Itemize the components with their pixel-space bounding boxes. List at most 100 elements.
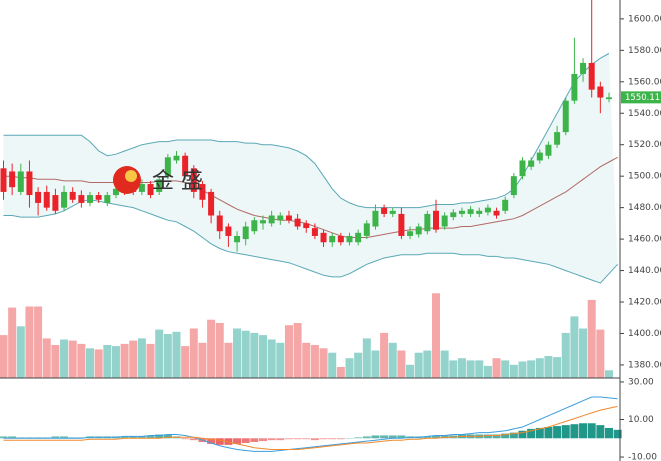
macd-hist	[155, 434, 164, 439]
macd-hist	[596, 425, 605, 439]
candle-body	[528, 160, 535, 167]
macd-hist	[432, 435, 440, 439]
volume-bar	[432, 293, 440, 378]
volume-bar	[605, 370, 613, 378]
candle-body	[182, 155, 189, 177]
volume-bar	[535, 358, 544, 378]
volume-bar	[397, 350, 406, 378]
candle-body	[502, 199, 509, 211]
candle-body	[588, 62, 595, 90]
volume-bar	[587, 299, 596, 378]
candle-body	[190, 168, 197, 192]
volume-bar	[60, 339, 69, 378]
volume-bar	[68, 340, 77, 378]
volume-bar	[440, 350, 449, 378]
macd-hist	[380, 435, 389, 439]
volume-bar	[25, 306, 34, 378]
candle-body	[78, 195, 85, 203]
y-tick-label: -10.00	[628, 453, 657, 461]
macd-hist	[492, 434, 501, 439]
volume-bar	[250, 332, 259, 378]
candle-body	[17, 171, 24, 192]
volume-bar	[293, 323, 302, 378]
volume-bar	[518, 361, 527, 378]
candle-body	[415, 226, 422, 235]
candle-body	[407, 231, 414, 236]
candle-body	[277, 215, 284, 221]
y-tick-label: 1540.00	[628, 109, 661, 119]
candle-body	[138, 184, 145, 192]
volume-bar	[302, 342, 311, 378]
macd-hist	[129, 436, 138, 439]
candle-body	[476, 210, 483, 214]
y-tick-label: 1440.00	[628, 266, 661, 276]
volume-bar	[596, 329, 605, 378]
volume-bar	[362, 338, 371, 378]
macd-line	[3, 396, 618, 452]
candle-body	[424, 213, 431, 232]
candle-body	[493, 210, 500, 216]
macd-hist	[509, 432, 518, 439]
macd-hist	[483, 434, 492, 439]
volume-bar	[457, 358, 466, 378]
volume-bar	[137, 338, 146, 378]
candle-body	[381, 207, 388, 214]
volume-bar	[380, 332, 389, 378]
candle-body	[458, 210, 465, 214]
macd-hist	[319, 438, 328, 440]
candle-body	[433, 210, 439, 230]
candle-body	[389, 210, 396, 214]
macd-hist	[8, 436, 17, 439]
candle-body	[355, 232, 362, 243]
macd-hist	[310, 438, 319, 441]
macd-hist	[293, 438, 302, 440]
macd-hist	[388, 435, 397, 439]
candle-body	[536, 152, 543, 161]
y-tick-label: 30.00	[628, 377, 654, 387]
y-tick-label: 1460.00	[628, 235, 661, 245]
macd-hist	[362, 436, 371, 439]
macd-hist	[250, 438, 259, 443]
volume-bar	[241, 330, 250, 378]
volume-bar	[103, 345, 112, 378]
volume-bar	[146, 343, 155, 378]
volume-bar	[475, 360, 484, 378]
candle-body	[441, 215, 448, 227]
candle-body	[372, 210, 379, 227]
candle-body	[173, 155, 180, 161]
candle-body	[285, 215, 292, 221]
candle-body	[467, 209, 474, 214]
candle-body	[104, 195, 111, 203]
volume-bar	[163, 334, 172, 378]
candle-body	[562, 100, 569, 133]
macd-hist	[561, 425, 570, 439]
candle-body	[225, 226, 232, 236]
candle-body	[199, 184, 206, 200]
candle-body	[320, 232, 327, 243]
volume-bar	[336, 367, 345, 378]
volume-bar	[215, 323, 224, 378]
volume-bar	[94, 349, 103, 378]
volume-bar	[570, 316, 579, 378]
y-tick-label: 10.00	[628, 415, 654, 425]
candle-body	[87, 195, 93, 203]
volume-bar	[310, 345, 319, 378]
y-tick-label: 1400.00	[628, 329, 661, 339]
y-tick-label: 1420.00	[628, 298, 661, 308]
candle-body	[346, 235, 353, 243]
logo-dot	[125, 170, 137, 182]
candle-body	[337, 235, 344, 243]
macd-hist	[215, 438, 224, 445]
macd-hist	[354, 437, 363, 439]
volume-bar	[42, 338, 51, 378]
volume-bar	[189, 328, 198, 378]
candle-body	[571, 73, 578, 101]
watermark-logo: 金 盛	[113, 166, 203, 194]
candle-body	[156, 179, 163, 192]
macd-line	[3, 405, 618, 450]
candle-body	[554, 132, 561, 145]
volume-bar	[544, 356, 553, 378]
macd-hist	[267, 438, 276, 441]
volume-bar	[466, 360, 475, 378]
